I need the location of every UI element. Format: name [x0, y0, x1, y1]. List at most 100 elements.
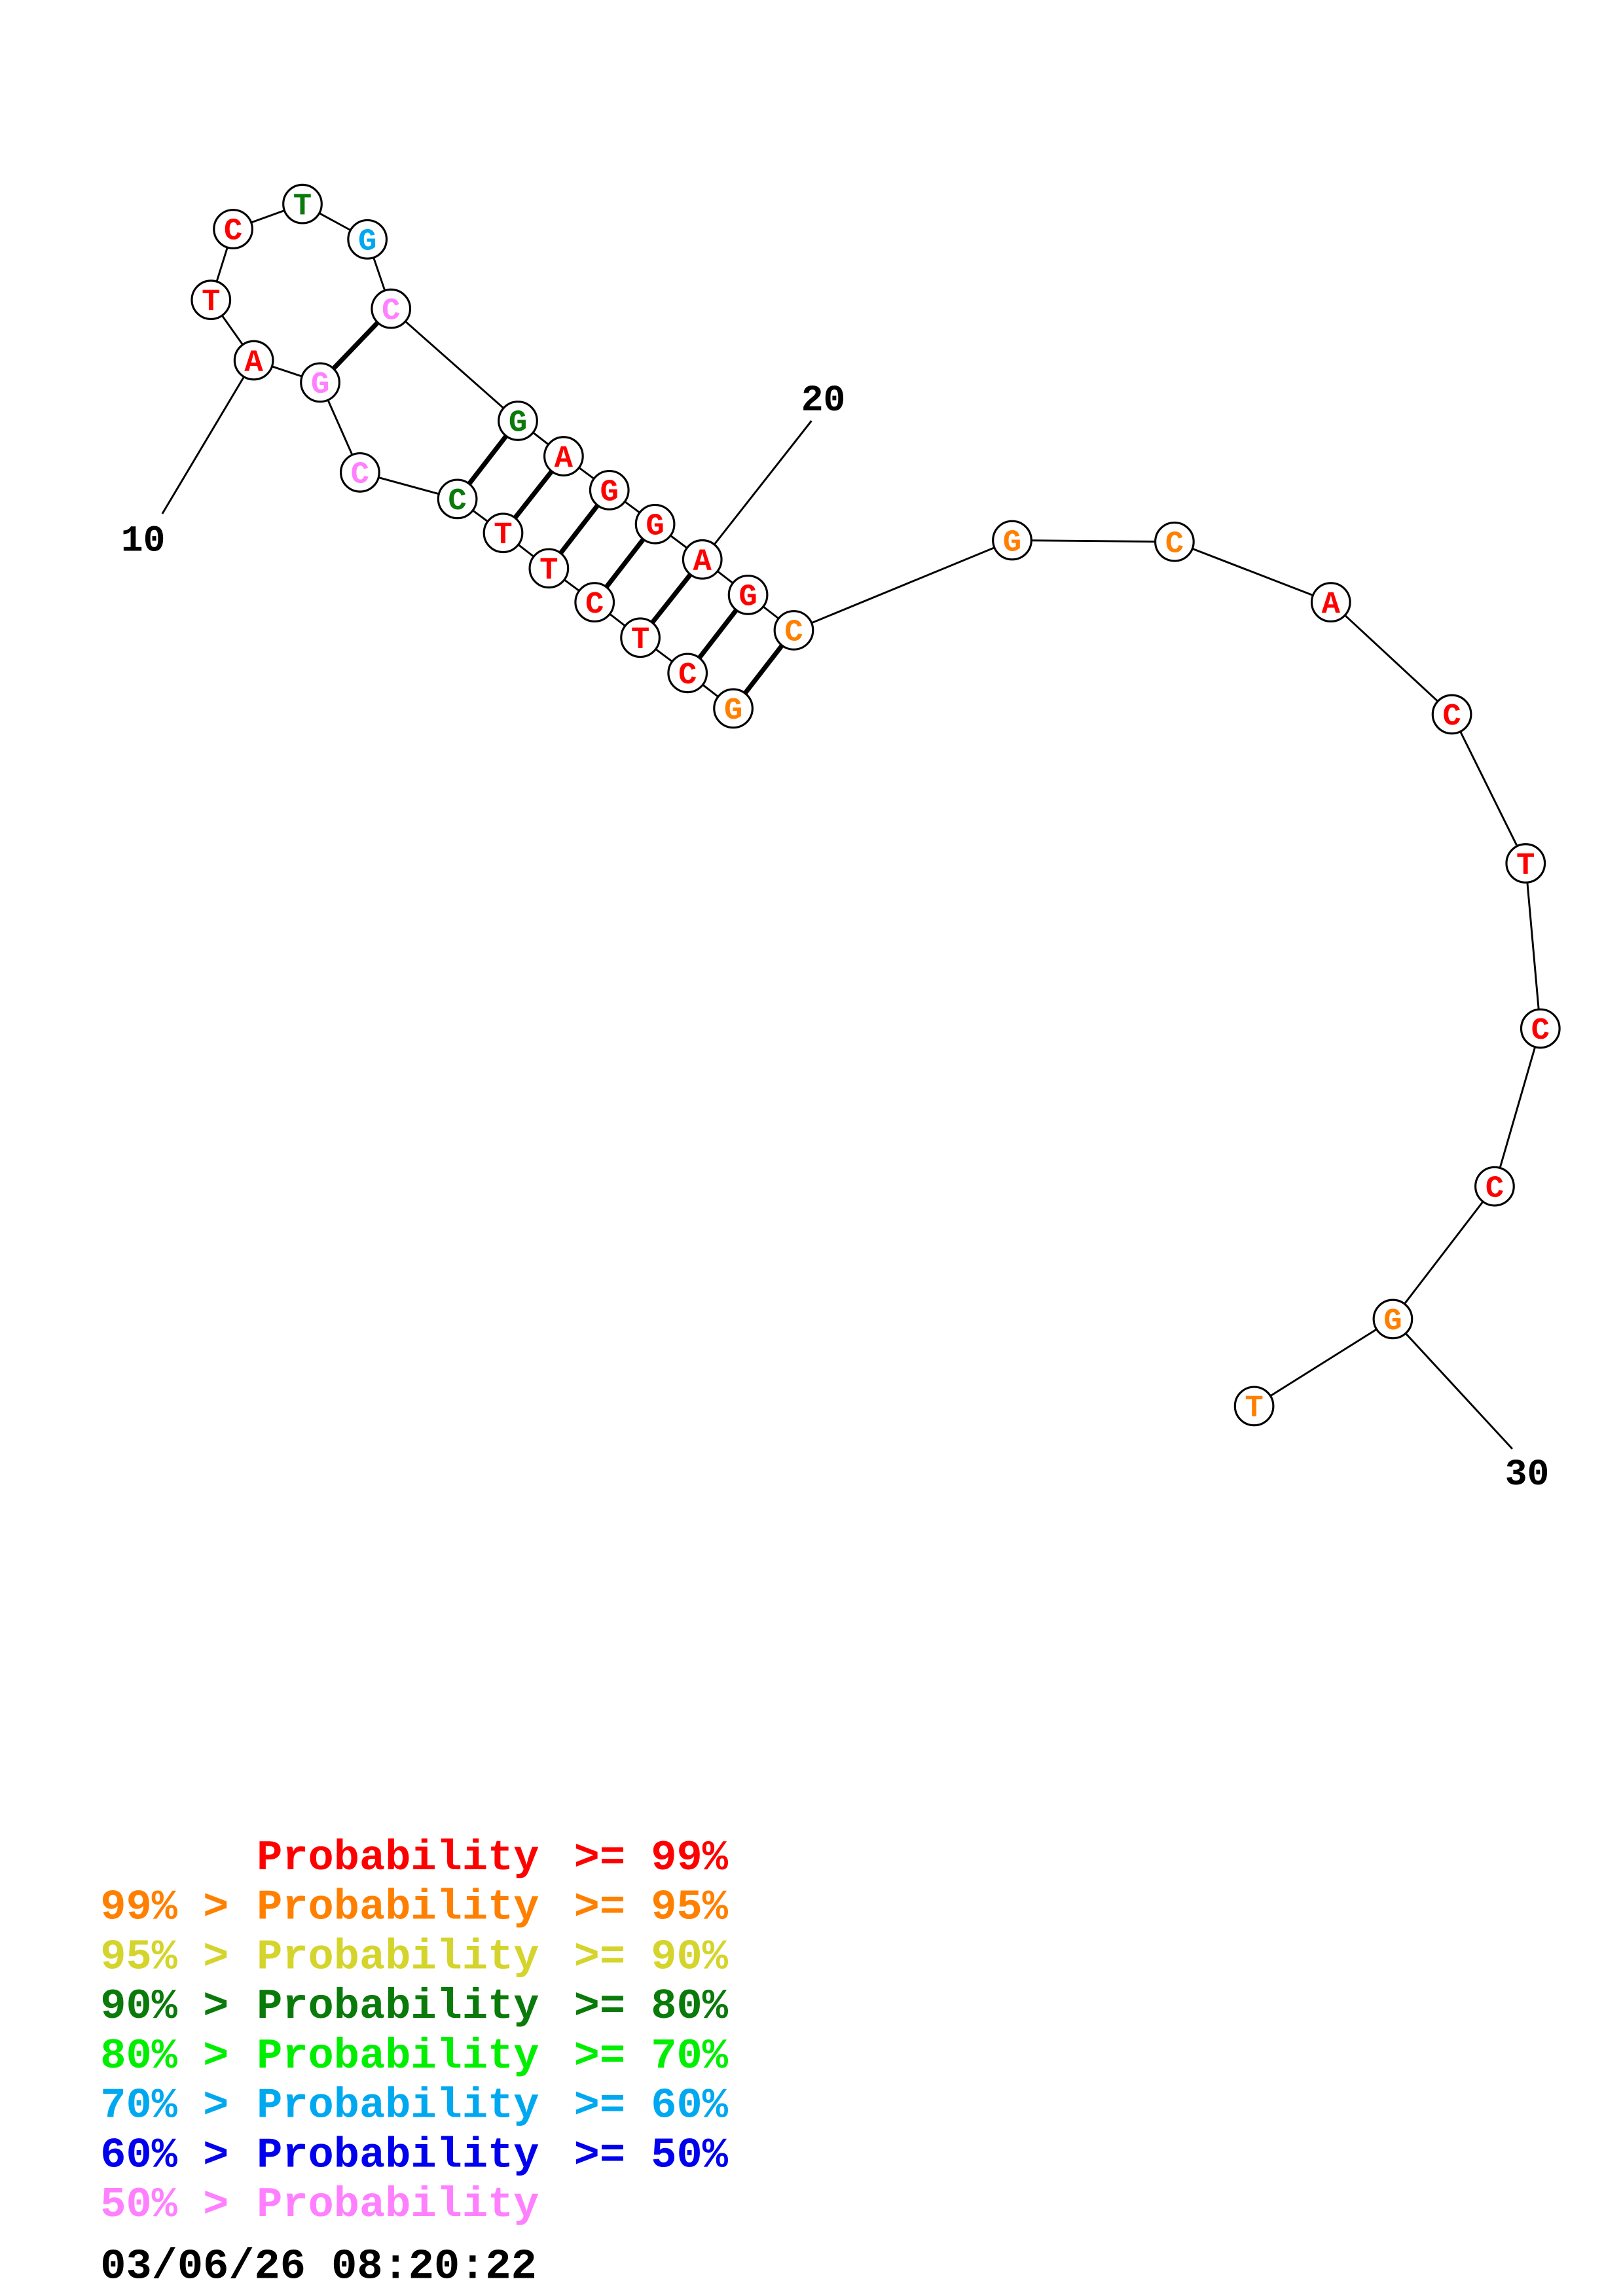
nucleotide-letter: G: [600, 476, 619, 511]
legend-prefix: 80% >: [100, 2032, 228, 2081]
nucleotide-circle: [1431, 694, 1472, 735]
nucleotide-letter: G: [358, 225, 376, 260]
nucleotide-26: C: [1431, 694, 1472, 735]
nucleotide-3: T: [620, 617, 661, 658]
legend-prefix: 70% >: [100, 2082, 228, 2130]
nucleotide-letter: T: [202, 285, 220, 320]
legend-threshold: >= 70%: [574, 2032, 729, 2081]
nucleotide-letter: G: [646, 509, 664, 544]
nucleotide-letter: T: [539, 554, 558, 588]
backbone-segment: [1253, 1318, 1394, 1407]
legend-threshold: >= 99%: [574, 1834, 729, 1882]
nucleotide-circle: [1474, 1166, 1515, 1207]
nucleotide-circle: [528, 548, 570, 589]
probability-legend: Probability >= 99% 99% > Probability >= 95% 9…: [100, 1834, 728, 2229]
nucleotide-circle: [634, 503, 676, 545]
nucleotide-letter: A: [244, 346, 263, 380]
nucleotide-circle: [191, 279, 232, 321]
nucleotide-circle: [682, 539, 723, 580]
nucleotide-circle: [233, 340, 274, 381]
nucleotide-circle: [282, 183, 323, 224]
nucleotide-letter: G: [1383, 1304, 1402, 1339]
legend-label: Probability: [257, 1933, 539, 1981]
nucleotide-letter: C: [351, 458, 369, 493]
nucleotide-10: A: [233, 340, 274, 381]
nucleotide-letter: T: [494, 518, 512, 553]
backbone-segment: [1524, 863, 1542, 1029]
nucleotide-circle: [773, 610, 814, 651]
nucleotide-letter: G: [739, 581, 757, 615]
nucleotide-letter: T: [631, 623, 649, 658]
nucleotide-circle: [483, 512, 524, 554]
nucleotide-22: C: [773, 610, 814, 651]
legend-label: Probability: [257, 1884, 539, 1932]
nucleotide-15: C: [371, 288, 412, 329]
nucleotide-circle: [1372, 1299, 1413, 1340]
nucleotide-letter: T: [293, 189, 312, 224]
backbone-segment: [1451, 713, 1527, 864]
backbone-lines: [210, 203, 1542, 1407]
nucleotide-13: T: [282, 183, 323, 224]
nucleotide-29: C: [1474, 1166, 1515, 1207]
nucleotide-circle: [1520, 1008, 1561, 1049]
nucleotide-letter: G: [724, 694, 742, 728]
legend-label: Probability: [257, 2082, 539, 2130]
legend-threshold: >= 90%: [574, 1933, 729, 1981]
nucleotide-letter: C: [1486, 1172, 1504, 1206]
nucleotide-6: T: [483, 512, 524, 554]
nucleotide-19: G: [634, 503, 676, 545]
nucleotide-1: G: [713, 688, 754, 729]
nucleotide-9: G: [300, 362, 340, 403]
nucleotide-letter: T: [1245, 1391, 1263, 1426]
nucleotide-letter: C: [382, 294, 400, 329]
index-label-10: 10: [121, 520, 166, 562]
nucleotide-circle: [347, 219, 388, 260]
nucleotide-circle: [589, 470, 630, 511]
nucleotide-letter: T: [1516, 849, 1535, 884]
nucleotide-circle: [713, 688, 754, 729]
nucleotide-circle: [620, 617, 661, 658]
nucleotide-30: G: [1372, 1299, 1413, 1340]
legend-prefix: 90% >: [100, 1982, 228, 2031]
legend-label: Probability: [257, 1982, 539, 2031]
nucleotide-8: C: [340, 452, 380, 493]
legend-threshold: >= 50%: [574, 2131, 729, 2179]
nucleotide-letter: C: [1531, 1014, 1550, 1049]
nucleotide-20: A: [682, 539, 723, 580]
nucleotide-14: G: [347, 219, 388, 260]
nucleotide-letter: C: [448, 484, 466, 519]
nucleotide-letter: C: [585, 588, 604, 622]
nucleotide-11: T: [191, 279, 232, 321]
nucleotide-7: C: [437, 478, 478, 520]
nucleotide-circle: [1310, 582, 1351, 623]
nucleotide-letter: C: [1442, 700, 1461, 734]
tick-line-20: [713, 420, 812, 546]
nucleotide-circle: [1154, 521, 1195, 562]
nucleotide-circle: [543, 436, 584, 476]
nucleotide-12: C: [213, 209, 253, 249]
legend-label: Probability: [257, 2131, 539, 2179]
nucleotide-circle: [213, 209, 253, 249]
nucleotide-21: G: [727, 575, 769, 615]
index-label-20: 20: [801, 380, 846, 422]
nucleotide-16: G: [498, 401, 538, 441]
nucleotide-circle: [1505, 843, 1546, 884]
backbone-segment: [1392, 1185, 1496, 1320]
legend-label: Probability: [257, 1834, 539, 1882]
backbone-segment: [1174, 541, 1332, 603]
nucleotide-letter: C: [678, 658, 697, 693]
nucleotide-letter: C: [784, 616, 803, 651]
nucleotide-circle: [574, 582, 615, 623]
backbone-segment: [1330, 601, 1453, 715]
legend-prefix: 95% >: [100, 1933, 228, 1981]
nucleotide-circle: [727, 575, 769, 615]
nucleotide-letter: C: [224, 215, 242, 249]
nucleotide-24: C: [1154, 521, 1195, 562]
nucleotide-circle: [437, 478, 478, 520]
legend-label: Probability: [257, 2032, 539, 2081]
nucleotide-circle: [340, 452, 380, 493]
backbone-segment: [1493, 1028, 1542, 1187]
nucleotide-circle: [498, 401, 538, 441]
